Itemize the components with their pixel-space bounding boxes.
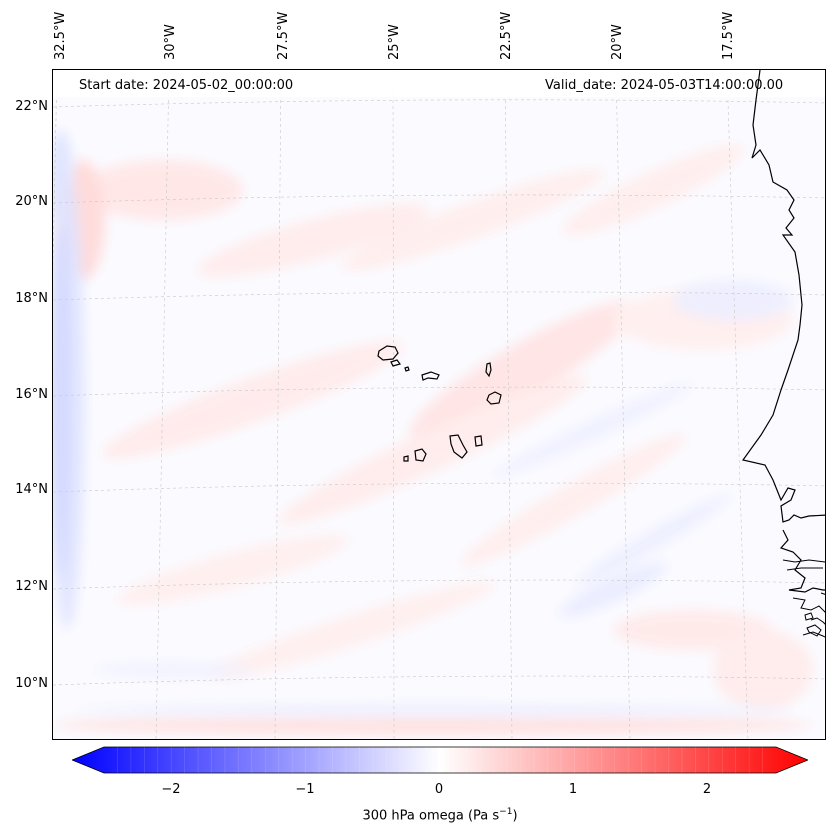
cb-label-exponent: −1 <box>499 807 513 817</box>
cb-tick-1: 1 <box>568 782 578 797</box>
island-sao-nicolau <box>421 371 440 381</box>
lat-label-14n: 14°N <box>15 482 48 497</box>
colorbar-level-lines <box>117 747 763 773</box>
graticule-meridians <box>53 70 749 739</box>
lon-label-22.5w: 22.5°W <box>499 11 514 60</box>
guinea-bissau-coast <box>792 592 825 637</box>
colorbar-body <box>72 746 808 774</box>
lat-label-10n: 10°N <box>15 676 48 691</box>
lon-label-25w: 25°W <box>387 24 402 60</box>
positive-omega-regions <box>53 144 813 735</box>
island-fogo <box>414 448 427 462</box>
graticule-parallels <box>53 99 825 686</box>
valid-date-label: Valid_date: 2024-05-03T14:00:00.00 <box>545 78 784 93</box>
island-maio <box>474 435 483 447</box>
island-sao-vicente <box>390 359 402 367</box>
colorbar <box>72 746 808 774</box>
gambia-river <box>782 559 825 571</box>
lat-label-22n: 22°N <box>15 99 48 114</box>
lat-label-16n: 16°N <box>15 387 48 402</box>
lat-label-12n: 12°N <box>15 579 48 594</box>
lat-label-18n: 18°N <box>15 291 48 306</box>
omega-field-map <box>53 70 825 739</box>
lon-label-30w: 30°W <box>163 24 178 60</box>
cb-tick-0: 0 <box>434 782 444 797</box>
island-brava <box>403 455 409 462</box>
header-strip <box>53 70 825 97</box>
island-boa-vista <box>486 391 502 405</box>
africa-coast-lower <box>779 529 825 593</box>
map-panel[interactable]: Start date: 2024-05-02_00:00:00 Valid_da… <box>52 69 826 740</box>
start-date-label: Start date: 2024-05-02_00:00:00 <box>79 78 294 93</box>
cb-tick-neg1: −1 <box>295 782 315 797</box>
cape-verde-islands <box>377 345 502 462</box>
lon-label-32.5w: 32.5°W <box>53 11 68 60</box>
island-sal <box>485 362 492 378</box>
bijagos-islands <box>802 612 825 638</box>
africa-coastline <box>741 70 825 523</box>
cb-tick-2: 2 <box>702 782 712 797</box>
island-santiago <box>449 434 468 459</box>
lon-label-27.5w: 27.5°W <box>276 11 291 60</box>
lat-label-20n: 20°N <box>15 194 48 209</box>
lon-label-17.5w: 17.5°W <box>721 11 736 60</box>
island-santa-luzia <box>404 366 410 372</box>
negative-omega-regions <box>53 130 793 716</box>
cb-label-main: 300 hPa omega (Pa s <box>362 808 500 824</box>
colorbar-label: 300 hPa omega (Pa s−1) <box>362 807 517 823</box>
lon-label-20w: 20°W <box>610 24 625 60</box>
island-santo-antao <box>377 345 399 361</box>
cb-tick-neg2: −2 <box>161 782 181 797</box>
cb-label-end: ) <box>512 808 518 824</box>
